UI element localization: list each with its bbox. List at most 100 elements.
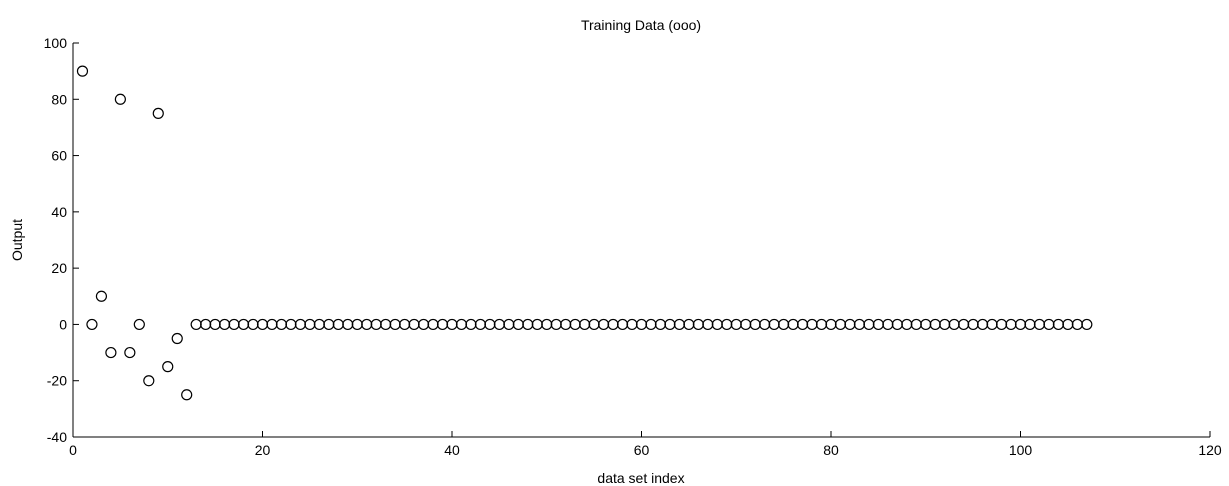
data-point — [266, 318, 278, 331]
data-point — [626, 318, 638, 331]
data-point — [408, 318, 420, 331]
data-point — [664, 318, 676, 331]
y-tick-label: -40 — [47, 429, 67, 445]
data-point — [834, 318, 847, 331]
data-point — [882, 318, 894, 331]
data-point — [796, 318, 809, 331]
data-point — [105, 346, 117, 359]
data-point — [541, 318, 553, 331]
data-point — [749, 318, 761, 331]
data-points — [76, 65, 1093, 401]
data-point — [455, 318, 468, 331]
data-point — [95, 290, 108, 302]
data-point — [976, 318, 989, 331]
y-axis-label: Output — [9, 219, 25, 261]
data-point — [342, 318, 354, 331]
data-point — [740, 318, 752, 331]
data-point — [171, 332, 183, 345]
data-point — [778, 318, 790, 331]
data-point — [673, 318, 686, 331]
data-point — [237, 318, 250, 331]
data-point — [730, 318, 742, 331]
data-point — [417, 318, 430, 331]
data-point — [597, 318, 610, 331]
data-point — [522, 318, 534, 331]
data-point — [635, 318, 648, 331]
data-point — [607, 318, 619, 331]
data-point — [493, 318, 505, 331]
axis-ticks: 0 20 40 60 80 100 120 -40 -20 0 20 40 60 80 100 — [44, 35, 1222, 458]
data-point — [1033, 318, 1046, 331]
data-point — [370, 318, 382, 331]
data-point — [209, 318, 221, 331]
data-point — [588, 318, 600, 331]
data-point — [948, 318, 960, 331]
data-point — [910, 318, 922, 331]
data-point — [332, 318, 344, 331]
data-point — [503, 318, 515, 331]
data-point — [474, 318, 487, 331]
data-point — [901, 318, 913, 331]
data-point — [787, 318, 799, 331]
x-tick-label: 20 — [255, 442, 271, 458]
data-point — [721, 318, 733, 331]
data-point — [863, 318, 875, 331]
data-point — [616, 318, 629, 331]
data-point — [1081, 318, 1093, 331]
data-point — [759, 318, 771, 331]
data-point — [200, 318, 212, 331]
data-point — [711, 318, 723, 331]
data-point — [465, 318, 477, 331]
data-point — [825, 318, 837, 331]
data-point — [114, 93, 126, 105]
axes — [72, 43, 1210, 438]
data-point — [133, 318, 145, 331]
data-point — [958, 318, 970, 331]
data-point — [531, 318, 543, 331]
y-tick-label: 40 — [51, 204, 67, 220]
data-point — [484, 318, 496, 331]
data-point — [550, 318, 562, 331]
y-tick-label: 60 — [51, 148, 67, 164]
x-tick-label: 40 — [444, 442, 460, 458]
x-tick-label: 0 — [69, 442, 77, 458]
data-point — [389, 318, 401, 331]
x-tick-label: 60 — [634, 442, 650, 458]
data-point — [692, 318, 704, 331]
data-point — [427, 318, 439, 331]
x-tick-label: 120 — [1198, 442, 1222, 458]
data-point — [872, 318, 884, 331]
data-point — [256, 318, 269, 331]
data-point — [768, 318, 780, 331]
y-tick-label: 80 — [51, 91, 67, 107]
data-point — [436, 318, 449, 331]
data-point — [399, 318, 411, 331]
data-point — [853, 318, 866, 331]
y-tick-label: -20 — [47, 373, 67, 389]
data-point — [844, 318, 856, 331]
data-point — [702, 318, 714, 331]
data-point — [654, 318, 667, 331]
data-point — [76, 65, 89, 77]
data-point — [995, 318, 1008, 331]
data-point — [152, 107, 164, 119]
data-point — [380, 318, 392, 331]
x-tick-label: 80 — [823, 442, 839, 458]
y-tick-label: 0 — [59, 316, 67, 332]
data-point — [446, 318, 458, 331]
data-point — [645, 318, 657, 331]
x-tick-label: 100 — [1009, 442, 1033, 458]
data-point — [560, 318, 572, 331]
data-point — [294, 318, 306, 331]
data-point — [285, 318, 297, 331]
data-point — [219, 318, 231, 331]
data-point — [986, 318, 998, 331]
data-point — [683, 318, 695, 331]
data-point — [323, 318, 335, 331]
data-point — [351, 318, 363, 331]
data-point — [162, 361, 174, 373]
chart-title: Training Data (ooo) — [581, 17, 701, 33]
data-point — [920, 318, 932, 331]
data-point — [124, 346, 136, 359]
